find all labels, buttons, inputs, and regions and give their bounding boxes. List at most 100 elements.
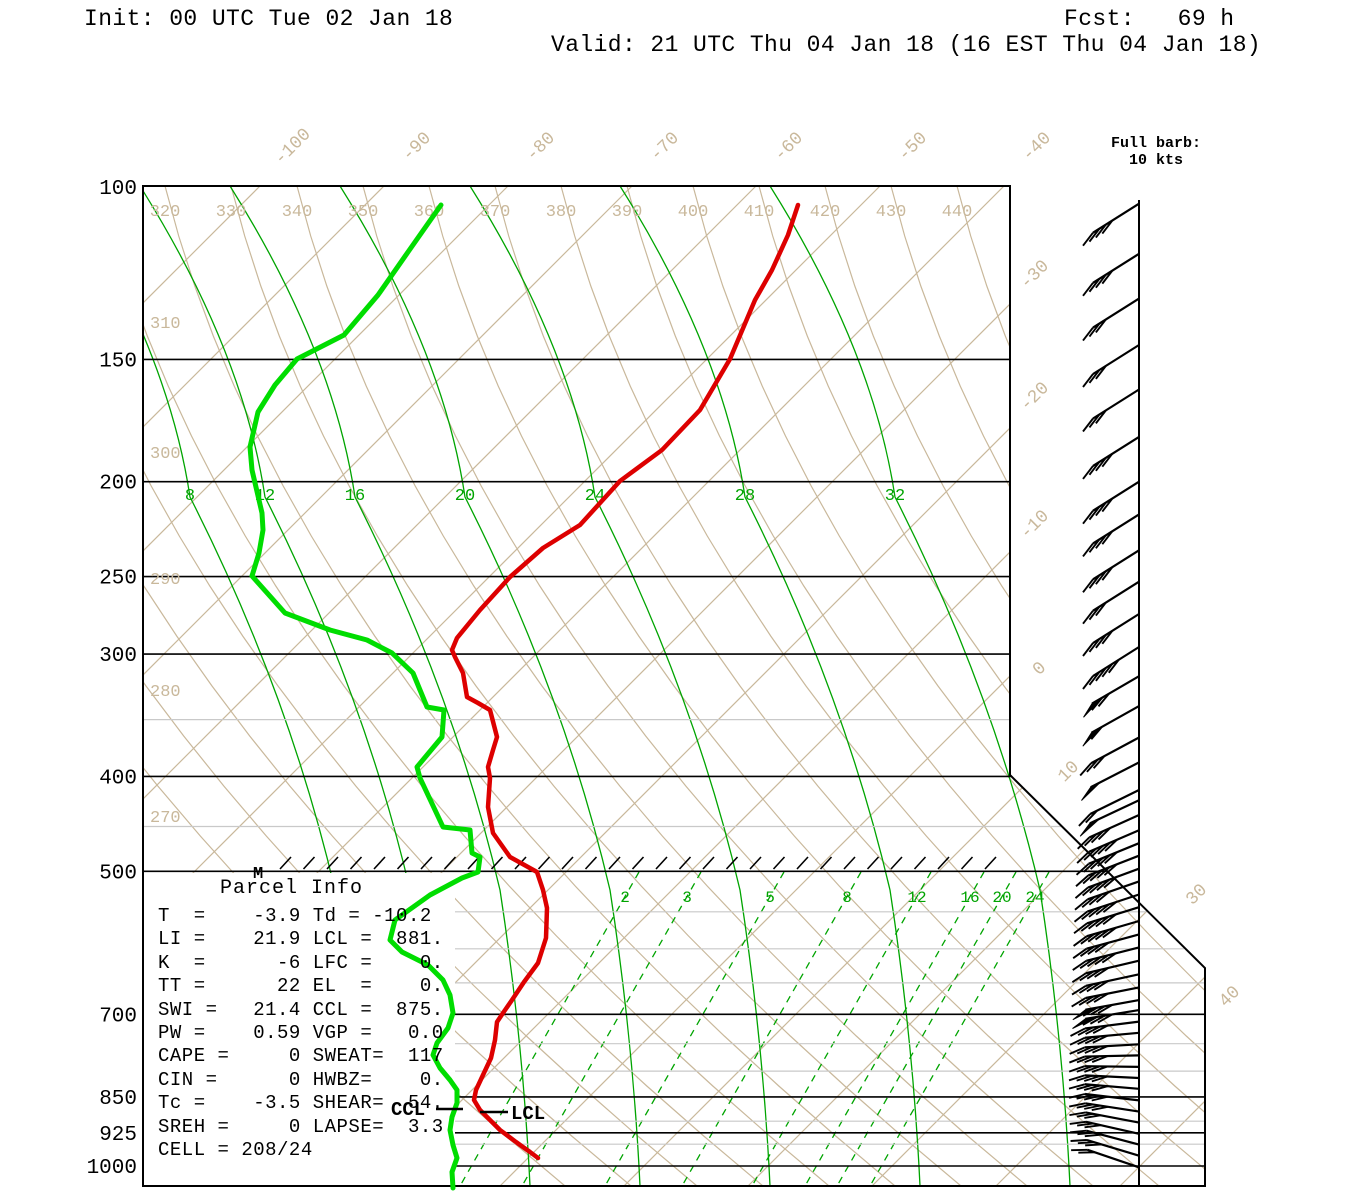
theta-label: 440 [942,203,973,222]
dry-adiabat-line [626,186,1205,1186]
parcel-info-title: Parcel Info [220,877,364,900]
wind-barb-tick [1095,224,1107,239]
hatch-tick [702,856,715,870]
wind-barb-tick [1073,922,1088,935]
wind-barb-tick [1091,1105,1109,1111]
wind-barb [1072,1009,1140,1030]
isotherm-label: -90 [399,129,436,166]
wind-barb [1071,973,1140,996]
wind-barb [1075,842,1140,876]
wind-barb-shaft [1085,986,1140,1000]
hatch-tick [490,856,504,870]
wind-barb-tick [1082,1006,1098,1017]
isotherm-label: -70 [647,129,684,166]
wind-barb-tick [1102,901,1117,913]
wind-barb-tick [1076,1093,1093,1100]
wind-barb-tick [1102,926,1117,939]
isotherm-line [1119,186,1205,1186]
wind-barb-tick [1094,967,1109,978]
wind-barb-tick [1071,1148,1088,1152]
mixing-ratio-line [459,871,640,1186]
isotherm-line [143,186,633,1186]
wind-barb-tick [1079,970,1094,982]
wind-barb-tick [1090,830,1104,844]
hatch-tick [890,856,903,870]
wind-barb-shaft [1086,919,1140,938]
wind-barb-shaft [1092,252,1140,284]
hatch-tick [443,856,457,870]
wind-barb-shaft [1085,1120,1140,1135]
wind-barb-tick [1096,878,1111,891]
isotherm-label: -60 [771,129,808,166]
wind-barb-tick [1070,1139,1087,1142]
wind-barb-shaft [1084,1092,1140,1102]
wind-barb-tick [1088,369,1101,384]
wind-barb-tick [1095,457,1107,472]
dry-adiabat-line [143,186,830,1186]
isotherm-line [623,186,1205,1186]
theta-label: 330 [216,203,247,222]
wind-barb [1082,297,1140,342]
dry-adiabat-line [560,186,1205,1186]
wind-barb-tick [1092,755,1106,769]
wind-barb-tick [1076,1046,1093,1055]
wind-barb-tick [1086,968,1102,980]
hatch-tick [420,856,433,870]
wind-barb-shaft [1084,1020,1140,1030]
theta-label: 400 [678,203,709,222]
wind-barb [1079,799,1140,837]
wind-barb-tick [1082,884,1096,897]
wind-barb [1074,880,1140,911]
hatch-500-ticks [279,856,997,870]
wind-barb-shaft [1092,513,1140,545]
wind-barb-tick [1091,1065,1108,1073]
moist-adiabat-line [339,186,641,1186]
wind-barb-legend-line2: 10 kts [1128,152,1183,169]
hatch-tick [984,856,997,870]
wind-barb-tick [1082,675,1094,690]
wind-barb-tick [1081,908,1096,921]
wind-barb-shaft [1087,880,1140,901]
wind-barb-tick [1068,1083,1086,1090]
theta-label: 380 [546,203,577,222]
wind-barb-shaft [1089,789,1140,816]
wind-barb-tick [1092,1024,1109,1034]
hatch-tick [655,856,668,870]
hatch-tick [467,856,480,870]
wind-barb-tick [1085,1025,1101,1035]
pressure-tick-label: 925 [99,1124,137,1147]
dry-adiabat-line [428,186,1160,1186]
wind-barb-tick [1090,726,1103,740]
mixing-ratio-label: 24 [1025,889,1044,907]
wind-barb-tick [1084,1055,1101,1064]
init-time-label: Init: 00 UTC Tue 02 Jan 18 [84,6,454,32]
wind-barb-tick [1095,365,1107,380]
wind-barb-tick [1082,465,1094,480]
wind-barb-tick [1082,373,1094,388]
wind-barb-tick [1071,985,1087,996]
wind-barb [1069,1120,1140,1135]
valid-time-label: Valid: 21 UTC Thu 04 Jan 18 (16 EST Thu … [551,32,1262,58]
wind-barb-tick [1079,945,1095,957]
wind-barb-tick [1082,578,1094,593]
wind-barb-tick [1095,274,1107,289]
wind-barb-tick [1070,1129,1087,1134]
parcel-info-table: T = -3.9 Td = -10.2 LI = 21.9 LCL = 881.… [158,905,444,1162]
hatch-tick [302,856,316,870]
wind-barb [1075,854,1140,887]
mixing-ratio-label: 12 [907,889,926,907]
wind-barb-tick [1108,659,1120,674]
wind-barb [1082,646,1140,690]
wind-barb-shaft [1085,1111,1140,1124]
mixing-ratio-labels: 2 3 5 8 12 16 20 24 [620,889,1044,907]
wind-barb [1082,580,1140,625]
wind-barb-tick [1094,954,1109,966]
wind-barb-tick [1097,827,1111,841]
wind-barb-tick [1101,663,1114,678]
wind-barb [1068,1083,1140,1092]
dry-adiabat-line [296,186,1028,1186]
wind-barb-tick [1101,630,1114,645]
isotherm-label: 40 [1215,982,1244,1011]
wind-barb-tick [1082,1016,1098,1026]
theta-label: 310 [150,315,181,334]
